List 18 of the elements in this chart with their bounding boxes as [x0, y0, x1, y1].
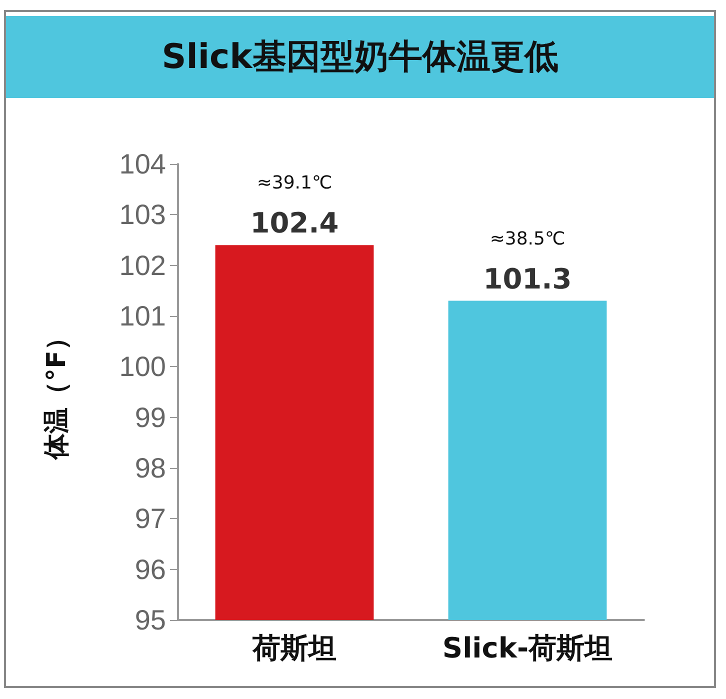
annotation: ≈39.1℃ [256, 172, 332, 194]
y-tick-label: 103 [119, 199, 166, 230]
y-tick-label: 99 [134, 402, 166, 433]
data-label: 101.3 [483, 262, 572, 296]
y-tick-label: 97 [134, 503, 166, 534]
y-tick-label: 98 [134, 452, 166, 484]
annotation: ≈38.5℃ [490, 228, 566, 250]
y-tick-label: 104 [119, 148, 166, 180]
y-tick-label: 102 [119, 250, 166, 281]
y-tick-label: 95 [134, 604, 166, 636]
y-tick-label: 100 [119, 351, 166, 382]
chart-title: Slick基因型奶牛体温更低 [6, 16, 714, 98]
y-tick-label: 101 [119, 300, 166, 332]
y-tick-label: 96 [134, 554, 166, 585]
x-tick-label: 荷斯坦 [252, 632, 336, 664]
x-tick-label: Slick-荷斯坦 [442, 632, 613, 664]
data-label: 102.4 [250, 206, 339, 240]
y-axis-title: 体温（°F） [42, 324, 72, 460]
